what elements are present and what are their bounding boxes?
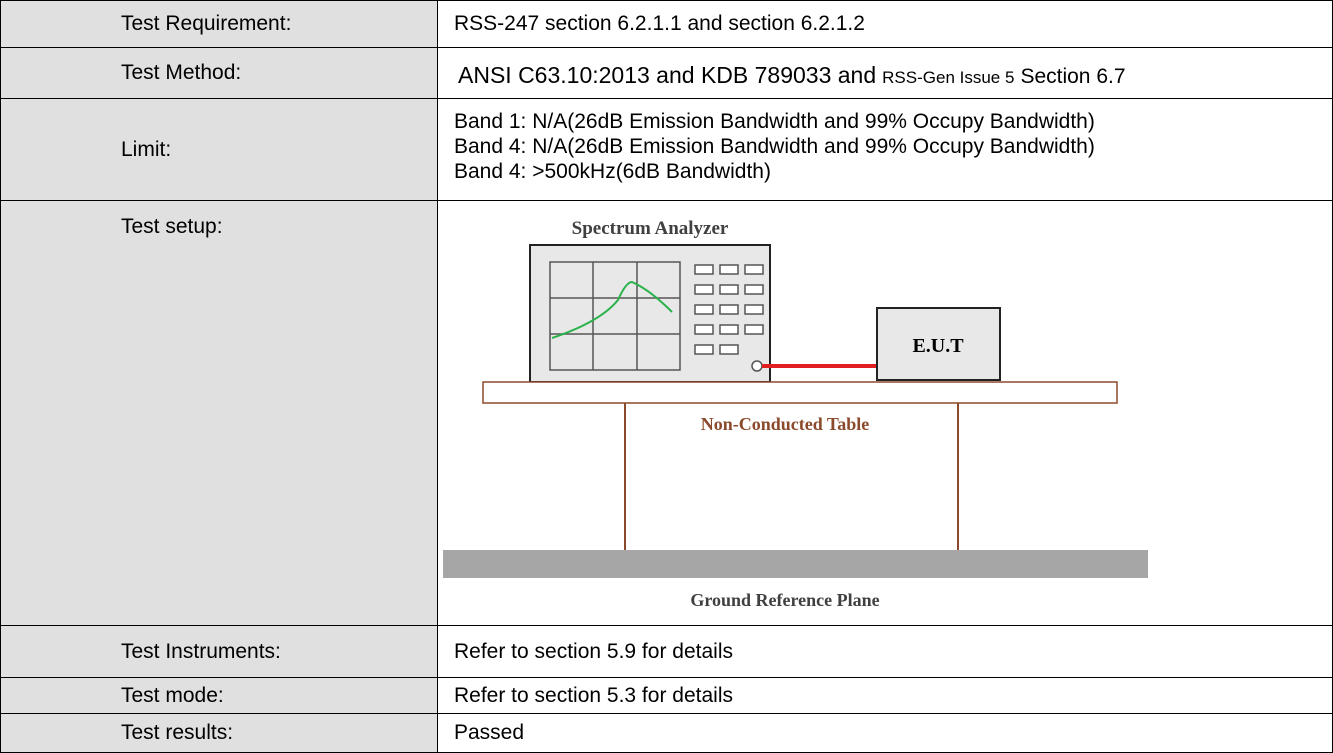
limit-line: Band 4: N/A(26dB Emission Bandwidth and … — [454, 135, 1095, 158]
value-cell: ANSI C63.10:2013 and KDB 789033 and RSS-… — [437, 47, 1333, 99]
eut-label: E.U.T — [912, 335, 964, 357]
table-top — [482, 381, 1118, 404]
limit-line: Band 4: >500kHz(6dB Bandwidth) — [454, 160, 771, 183]
label-cell: Test setup: — [0, 200, 438, 626]
limit-line: Band 1: N/A(26dB Emission Bandwidth and … — [454, 110, 1095, 133]
value-cell: Refer to section 5.3 for details — [437, 677, 1333, 714]
value-cell: RSS-247 section 6.2.1.1 and section 6.2.… — [437, 0, 1333, 48]
value-cell: Passed — [437, 713, 1333, 753]
method-text: Section 6.7 — [1020, 65, 1126, 88]
label-cell: Limit: — [0, 98, 438, 201]
ground-label: Ground Reference Plane — [690, 590, 879, 610]
eut — [876, 307, 1001, 381]
method-text: ANSI C63.10:2013 and KDB 789033 and — [458, 62, 877, 88]
method-text: RSS-Gen Issue 5 — [882, 68, 1015, 87]
trace — [551, 280, 673, 339]
value-cell: Band 1: N/A(26dB Emission Bandwidth and … — [437, 98, 1333, 201]
buttons — [694, 264, 764, 372]
label-cell: Test Instruments: — [0, 625, 438, 678]
label-cell: Test mode: — [0, 677, 438, 714]
value-cell: Refer to section 5.9 for details — [437, 625, 1333, 678]
ground-plane — [443, 550, 1148, 578]
analyzer-label: Spectrum Analyzer — [572, 218, 729, 239]
label-cell: Test results: — [0, 713, 438, 753]
label-cell: Test Method: — [0, 47, 438, 99]
label-cell: Test Requirement: — [0, 0, 438, 48]
setup-diagram: Spectrum Analyzer E.U.T Non-Conducted Ta… — [443, 218, 1148, 610]
table-label: Non-Conducted Table — [701, 414, 870, 434]
diagram-cell: Spectrum Analyzer E.U.T Non-Conducted Ta… — [437, 200, 1333, 626]
analyzer-screen — [549, 261, 681, 371]
